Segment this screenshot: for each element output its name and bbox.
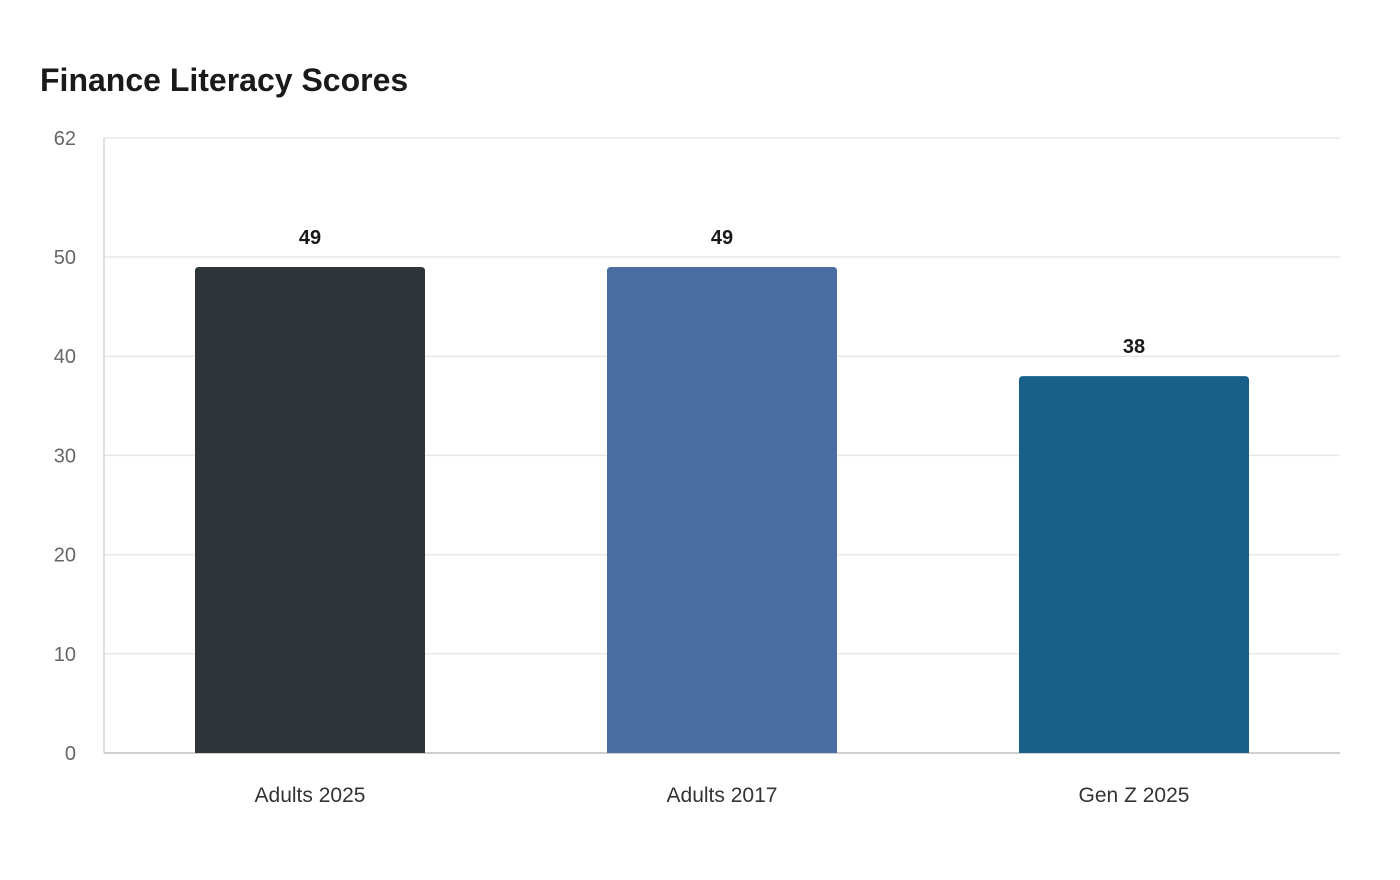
x-category-label: Adults 2017 xyxy=(667,784,778,807)
chart-title: Finance Literacy Scores xyxy=(40,62,409,98)
labels: 0 10 20 30 40 50 62 49 Adults 2025 49 Adults 2017 3… xyxy=(54,128,1190,807)
y-tick-label: 62 xyxy=(54,128,76,150)
bar-value-label: 49 xyxy=(711,227,733,249)
bar-adults-2025[interactable] xyxy=(195,266,425,753)
bar-gen-z-2025[interactable] xyxy=(1019,376,1249,753)
bar-adults-2017[interactable] xyxy=(607,266,837,753)
bar-value-label: 38 xyxy=(1123,336,1145,358)
y-tick-label: 0 xyxy=(65,743,76,765)
y-tick-label: 10 xyxy=(54,644,76,666)
x-category-label: Gen Z 2025 xyxy=(1079,784,1190,807)
x-category-label: Adults 2025 xyxy=(255,784,366,807)
bars xyxy=(195,266,1249,753)
y-tick-label: 20 xyxy=(54,545,76,567)
y-tick-label: 50 xyxy=(54,247,76,269)
bar-value-label: 49 xyxy=(299,227,321,249)
y-tick-label: 40 xyxy=(54,346,76,368)
y-tick-label: 30 xyxy=(54,445,76,467)
